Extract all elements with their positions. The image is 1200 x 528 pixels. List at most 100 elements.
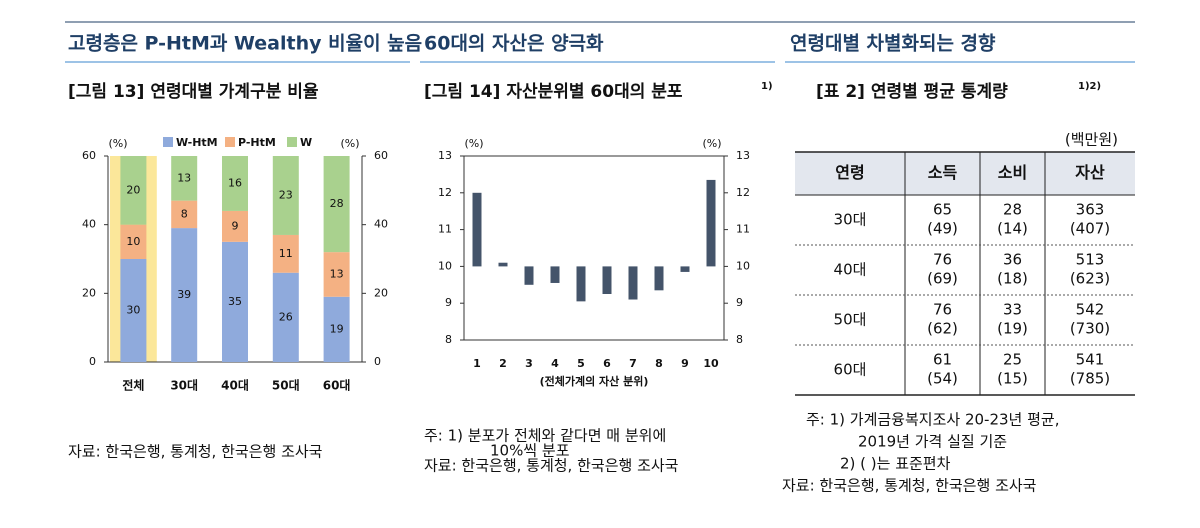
legend-label: P-HtM [238,136,276,149]
cell-mean: 65 [933,201,952,219]
note: 2) ( )는 표준편차 [840,455,951,473]
x-tick-label: 7 [629,357,637,370]
x-axis-label: (전체가계의 자산 분위) [540,374,649,388]
row-label: 40대 [834,261,867,279]
bar [706,179,716,267]
cell-mean: 513 [1076,251,1105,269]
y-tick-label: 0 [89,355,96,368]
row-label: 60대 [834,361,867,379]
bar-segment [222,210,248,242]
legend-swatch [163,137,173,147]
cell-mean: 36 [1003,251,1022,269]
note: 주: 1) 분포가 전체와 같다면 매 분위에 [424,427,666,445]
x-tick-label: 3 [525,357,533,370]
y2-tick-label: 40 [374,218,388,231]
cell-mean: 76 [933,251,952,269]
bar-segment [323,252,350,297]
cell-sd: (18) [997,270,1028,288]
y2-tick-label: 20 [374,286,388,299]
y2-tick-label: 10 [736,259,750,272]
y2-tick-label: 11 [736,223,750,236]
segment-label: 35 [228,295,242,308]
cell-mean: 61 [933,351,952,369]
bar-segment [222,156,248,211]
y-tick-label: 40 [82,218,96,231]
x-tick-label: 40대 [221,379,249,393]
cell-mean: 25 [1003,351,1022,369]
legend-label: W-HtM [176,136,218,149]
bar-segment [272,156,299,235]
cell-sd: (407) [1070,220,1110,238]
bar [628,266,638,300]
section-header: 60대의 자산은 양극화 [424,33,604,55]
bar-segment [120,259,147,362]
cell-mean: 33 [1003,301,1022,319]
y-tick-label: 10 [438,259,452,272]
table-unit: (백만원) [1065,131,1118,149]
note: 자료: 한국은행, 통계청, 한국은행 조사국 [424,457,679,475]
cell-sd: (62) [927,320,958,338]
segment-label: 13 [330,267,344,280]
note: 주: 1) 가계금융복지조사 20-23년 평균, [806,411,1059,429]
segment-label: 10 [126,235,140,248]
section-header: 고령층은 P-HtM과 Wealthy 비율이 높음 [68,33,422,55]
column-header: 자산 [1075,163,1105,182]
y-tick-label: 9 [445,296,452,309]
bar-segment [171,156,198,201]
bar-segment [323,296,350,362]
y2-tick-label: 0 [374,355,381,368]
x-tick-label: 6 [603,357,611,370]
y2-tick-label: 60 [374,149,388,162]
y2-tick-label: 9 [736,296,743,309]
segment-label: 16 [228,176,242,189]
bar [602,266,612,294]
x-tick-label: 30대 [170,379,198,393]
segment-label: 23 [279,188,293,201]
y-tick-label: 60 [82,149,96,162]
bar-segment [171,228,198,362]
x-tick-label: 50대 [272,379,300,393]
chart-title: [그림 14] 자산분위별 60대의 분포 [424,82,683,102]
bar-segment [120,224,147,259]
x-tick-label: 8 [655,357,663,370]
note: 자료: 한국은행, 통계청, 한국은행 조사국 [782,477,1037,495]
bar-segment [222,241,248,362]
x-tick-label: 60대 [323,379,351,393]
bar [576,266,586,302]
y-unit: (%) [108,137,127,150]
cell-mean: 542 [1076,301,1105,319]
x-tick-label: 10 [703,357,719,370]
y-tick-label: 11 [438,223,452,236]
cell-sd: (19) [997,320,1028,338]
column-header: 연령 [835,163,864,182]
y-tick-label: 8 [445,333,452,346]
y2-tick-label: 13 [736,149,750,162]
x-tick-label: 9 [681,357,689,370]
segment-label: 11 [279,247,293,260]
cell-mean: 541 [1076,351,1105,369]
y2-unit: (%) [702,137,721,150]
bar-segment [323,156,350,253]
cell-sd: (623) [1070,270,1110,288]
table-header-bg [795,152,1135,195]
segment-label: 19 [330,322,344,335]
bar-segment [272,272,299,362]
x-tick-label: 2 [499,357,507,370]
bar [498,262,508,267]
row-label: 30대 [834,211,867,229]
bar [550,266,560,283]
row-label: 50대 [834,311,867,329]
segment-label: 28 [330,197,344,210]
y-unit: (%) [464,137,483,150]
x-tick-label: 1 [473,357,481,370]
y-tick-label: 20 [82,286,96,299]
x-tick-label: 전체 [122,378,144,393]
bar [654,266,664,291]
legend-label: W [300,136,312,149]
plot-frame [463,155,725,341]
bar-segment [272,234,299,273]
segment-label: 8 [181,207,188,220]
segment-label: 30 [126,304,140,317]
bar [472,192,482,267]
